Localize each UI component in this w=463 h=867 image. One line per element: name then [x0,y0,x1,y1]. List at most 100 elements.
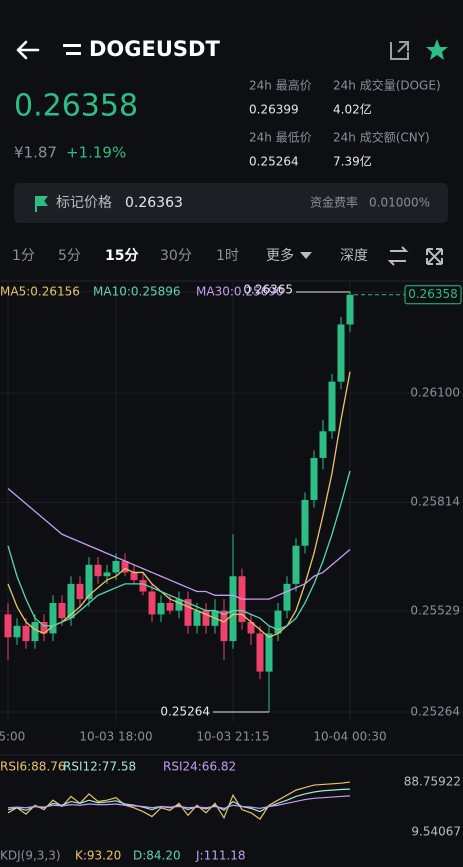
candle-body [22,625,30,642]
ma-line [7,470,351,631]
mark-price-label: 标记价格 [56,195,112,211]
more-tab[interactable]: 更多 [266,247,294,264]
back-button[interactable] [16,40,40,60]
swap-icon[interactable] [387,246,409,266]
funding-rate-value: 0.01000% [369,196,430,210]
favorite-star[interactable] [426,39,448,60]
candle-body [319,431,327,458]
candle-body [292,545,300,584]
menu-icon[interactable] [63,44,81,55]
candle-body [4,614,12,638]
interval-tab[interactable]: 1时 [216,248,239,264]
stat-label: 24h 成交额(CNY) [333,130,430,145]
candle-body [175,599,183,611]
stat-value: 0.26399 [249,103,299,117]
candle-body [76,583,84,600]
candle-body [229,576,237,642]
last-price-label: 0.26358 [408,287,458,301]
candle-body [121,560,129,573]
rsi-line [7,788,351,813]
candle-body [31,622,39,642]
rsi-legend: RSI24:66.82 [163,760,236,774]
candle-body [202,610,210,626]
ma-legend: MA5:0.26156 [0,285,80,299]
candle-body [256,633,264,672]
fullscreen-icon[interactable] [426,248,443,265]
stat-value: 7.39亿 [333,154,372,169]
candle-body [112,560,120,573]
candle-body [130,572,138,581]
kdj-legend: K:93.20 [75,849,121,863]
rsi-legend: RSI6:88.76 [0,760,66,774]
x-tick-label: 10-03 18:00 [79,730,152,744]
candle-body [103,572,111,577]
share-icon[interactable] [390,41,409,60]
candle-body [40,622,48,634]
candle-body [157,602,165,615]
min-label: 0.25264 [160,705,210,719]
flag-icon [35,196,48,212]
symbol-title[interactable]: DOGEUSDT [89,37,220,61]
stat-label: 24h 成交量(DOGE) [333,78,441,93]
candle-body [184,599,192,626]
dropdown-arrow [300,252,312,259]
candle-body [13,625,21,638]
interval-tab[interactable]: 5分 [58,248,81,264]
x-tick-label: 10-03 21:15 [196,730,269,744]
icon-bar [63,44,81,47]
ma-legend: MA30:0.25690 [196,285,284,299]
candle-body [301,499,309,546]
rsi-line [7,781,351,820]
cny-price: ¥1.87 [14,144,57,162]
depth-tab[interactable]: 深度 [340,248,368,264]
y-tick-label: 88.75922 [404,775,461,789]
candle-body [49,602,57,634]
candle-body [247,622,255,634]
candle-body [193,610,201,626]
y-tick-label: 9.54067 [411,824,461,838]
x-tick-label: 10-04 00:30 [313,730,386,744]
ma-legend: MA10:0.25896 [93,285,181,299]
ma-line [7,488,351,600]
change-percent: +1.19% [66,144,126,162]
rsi-line [7,795,351,810]
y-tick-label: 0.25264 [410,705,460,719]
y-tick-label: 0.25529 [410,603,460,617]
mark-price-bar [14,183,448,223]
y-tick-label: 0.25814 [410,495,460,509]
interval-tab-selected[interactable]: 15分 [105,248,138,264]
candlestick-chart: 0.26365 0.26100 0.25814 0.25529 0.25264 15:00… [0,282,463,744]
kdj-legend: D:84.20 [133,849,181,863]
last-price: 0.26358 [14,89,138,124]
candle-body [94,564,102,577]
x-tick-label: 15:00 [0,730,25,744]
stat-label: 24h 最高价 [249,78,312,93]
stat-value: 0.25264 [249,155,299,169]
candle-body [166,602,174,611]
candle-body [310,457,318,500]
funding-rate-label: 资金费率 [310,195,358,210]
kdj-legend: KDJ(9,3,3) [0,849,61,863]
interval-tab[interactable]: 1分 [12,248,35,264]
mark-price-value: 0.26363 [125,195,183,211]
candle-body [337,324,345,382]
candle-body [220,610,228,642]
last-price-tag [404,285,462,305]
candle-body [58,602,66,619]
max-label: 0.26365 [243,283,293,297]
candle-body [328,381,336,432]
stat-label: 24h 最低价 [249,131,312,145]
candle-body [274,610,282,634]
kdj-legend: J:111.18 [195,849,246,863]
candle-body [283,583,291,611]
interval-tab[interactable]: 30分 [160,248,192,264]
candle-body [85,564,93,600]
rsi-legend: RSI12:77.58 [63,760,136,774]
candle-body [265,633,273,672]
stat-value: 4.02亿 [333,102,372,117]
candle-body [67,583,75,619]
